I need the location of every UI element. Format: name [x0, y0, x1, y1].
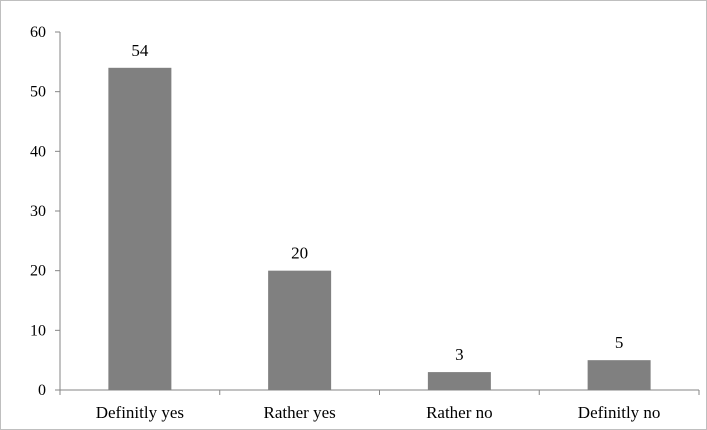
category-label: Definitly yes — [96, 403, 184, 422]
category-label: Rather yes — [264, 403, 336, 422]
y-tick-label: 0 — [38, 382, 46, 399]
y-tick-label: 20 — [30, 263, 46, 280]
bar-4 — [587, 360, 651, 390]
category-label: Rather no — [426, 403, 493, 422]
y-tick-label: 10 — [30, 322, 46, 339]
bar-1 — [108, 67, 172, 391]
data-label: 3 — [455, 345, 464, 364]
bar-2 — [268, 270, 332, 390]
y-tick-label: 30 — [30, 203, 46, 220]
data-label: 5 — [615, 333, 624, 352]
category-label: Definitly no — [578, 403, 661, 422]
y-tick-label: 40 — [30, 143, 46, 160]
y-tick-label: 50 — [30, 84, 46, 101]
bar-3 — [427, 372, 491, 390]
data-label: 54 — [131, 41, 149, 60]
data-label: 20 — [291, 244, 308, 263]
y-tick-label: 60 — [30, 24, 46, 41]
